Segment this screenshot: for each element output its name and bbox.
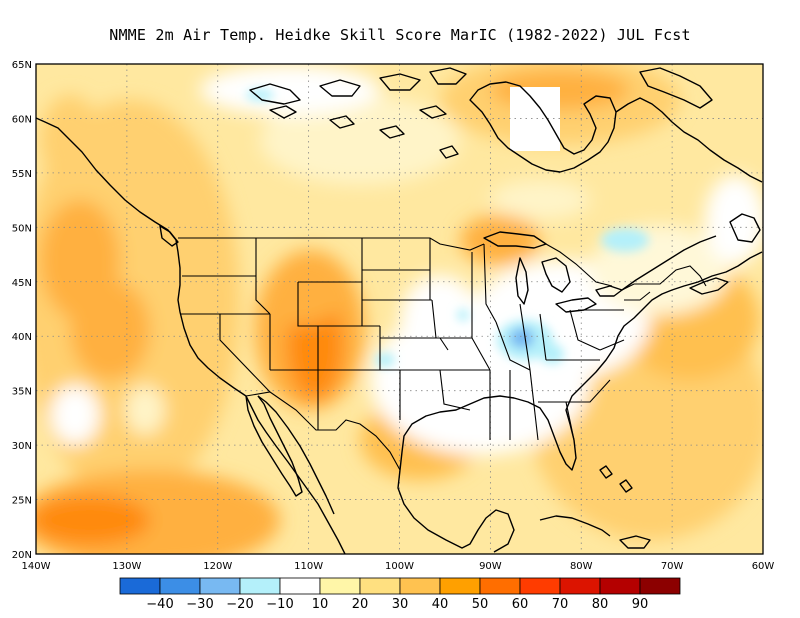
colorbar-swatch — [199, 577, 241, 595]
colorbar-swatch — [639, 577, 681, 595]
colorbar-tick-label: −20 — [226, 597, 253, 612]
colorbar-swatch — [519, 577, 561, 595]
chart-title: NMME 2m Air Temp. Heidke Skill Score Mar… — [109, 26, 691, 44]
latitude-tick-label: 20N — [12, 550, 32, 561]
latitude-tick-label: 35N — [12, 387, 32, 398]
latitude-tick-label: 45N — [12, 278, 32, 289]
longitude-tick-label: 80W — [570, 561, 593, 572]
map-frame — [35, 63, 764, 555]
longitude-tick-label: 110W — [294, 561, 323, 572]
colorbar-tick-label: −40 — [146, 597, 173, 612]
latitude-labels: 20N 25N 30N 35N 40N 45N 50N 55N 60N 65N — [12, 60, 32, 561]
longitude-tick-label: 90W — [479, 561, 502, 572]
colorbar-tick-label: 30 — [392, 597, 409, 612]
latitude-tick-label: 55N — [12, 169, 32, 180]
colorbar-tick-label: 70 — [552, 597, 569, 612]
colorbar-swatch — [599, 577, 641, 595]
colorbar-swatch — [439, 577, 481, 595]
colorbar-tick-label: 50 — [472, 597, 489, 612]
longitude-tick-label: 60W — [752, 561, 775, 572]
colorbar-tick-label: 20 — [352, 597, 369, 612]
longitude-labels: 140W 130W 120W 110W 100W 90W 80W 70W 60W — [22, 561, 775, 572]
latitude-tick-label: 50N — [12, 223, 32, 234]
colorbar-swatch — [399, 577, 441, 595]
longitude-tick-label: 120W — [203, 561, 232, 572]
colorbar-swatch — [279, 577, 321, 595]
colorbar-swatch — [239, 577, 281, 595]
colorbar-swatch — [479, 577, 521, 595]
latitude-tick-label: 65N — [12, 60, 32, 71]
colorbar-swatch — [559, 577, 601, 595]
colorbar-tick-label: 40 — [432, 597, 449, 612]
colorbar-tick-label: 10 — [312, 597, 329, 612]
political-boundaries — [178, 237, 707, 471]
colorbar-swatch — [159, 577, 201, 595]
longitude-tick-label: 70W — [661, 561, 684, 572]
longitude-tick-label: 100W — [385, 561, 414, 572]
colorbar-tick-label: −30 — [186, 597, 213, 612]
skill-shading — [36, 64, 763, 554]
colorbar-swatch — [319, 577, 361, 595]
colorbar-labels: −40 −30 −20 −10 10 20 30 40 50 60 70 80 90 — [146, 597, 648, 612]
colorbar — [119, 577, 681, 595]
latitude-tick-label: 30N — [12, 441, 32, 452]
longitude-tick-label: 140W — [22, 561, 51, 572]
colorbar-tick-label: 80 — [592, 597, 609, 612]
latitude-tick-label: 60N — [12, 114, 32, 125]
colorbar-swatch — [359, 577, 401, 595]
colorbar-swatch — [119, 577, 161, 595]
colorbar-tick-label: 90 — [632, 597, 649, 612]
colorbar-tick-label: 60 — [512, 597, 529, 612]
latitude-tick-label: 40N — [12, 332, 32, 343]
colorbar-tick-label: −10 — [266, 597, 293, 612]
latitude-tick-label: 25N — [12, 496, 32, 507]
coastlines-and-borders — [36, 67, 763, 554]
longitude-tick-label: 130W — [112, 561, 141, 572]
